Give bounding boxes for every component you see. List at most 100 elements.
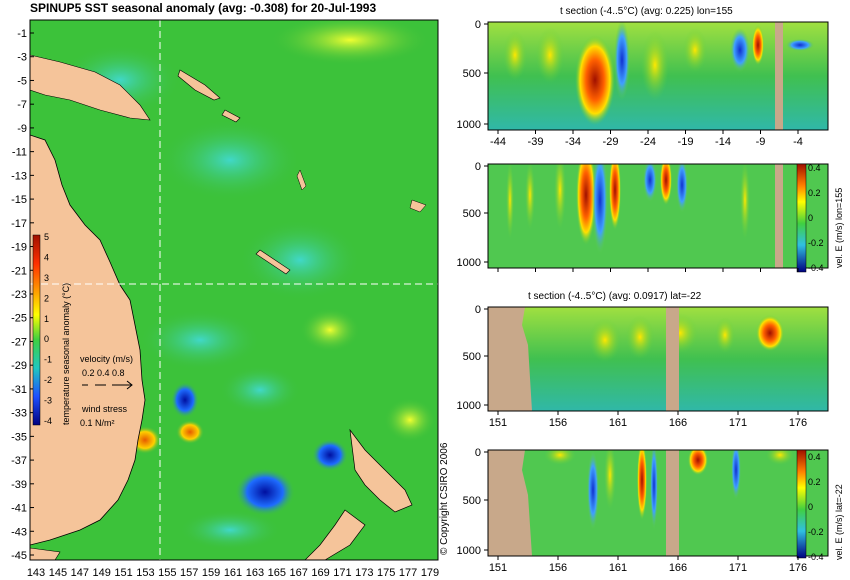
main-ytick-label: -33 (11, 408, 27, 420)
main-ytick-label: -41 (11, 503, 27, 515)
main-ytick-label: -9 (17, 123, 27, 135)
main-ytick-label: -21 (11, 265, 27, 277)
panel1-title: t section (-4..5°C) (avg: 0.225) lon=155 (560, 6, 733, 17)
panel-xtick-label: -4 (793, 274, 803, 275)
wind-legend-label: wind stress (81, 404, 128, 414)
main-colorbar-tick: 4 (44, 252, 49, 262)
panel-ytick-label: 1000 (457, 119, 481, 131)
panel-xtick-label: -4 (793, 136, 803, 148)
panel-xtick-label: -24 (640, 136, 656, 148)
main-xtick-label: 145 (49, 567, 67, 579)
panel-colorbar-tick: 0.4 (808, 163, 821, 173)
main-colorbar-tick: -2 (44, 375, 52, 385)
panel-ytick-label: 1000 (457, 257, 481, 269)
land-papua-new-guinea (30, 54, 151, 121)
panel-ytick-label: 0 (475, 19, 481, 31)
panel-xtick-label: 161 (609, 562, 627, 574)
panel-ytick-label: 1000 (457, 545, 481, 557)
main-ytick-label: -17 (11, 218, 27, 230)
panel-xtick-label: -34 (565, 274, 581, 275)
main-ytick-label: -43 (11, 526, 27, 538)
panel-xtick-label: 176 (789, 562, 807, 574)
main-xtick-label: 171 (333, 567, 351, 579)
panel-colorbar-tick: -0.2 (808, 527, 824, 537)
main-colorbar-label: temperature seasonal anomaly (°C) (61, 283, 71, 425)
panel-xtick-label: 161 (609, 417, 627, 429)
main-xtick-label: 161 (224, 567, 242, 579)
main-colorbar-tick: -1 (44, 355, 52, 365)
panel4-colorbar-label: vel. E (m/s) lat=-22 (834, 484, 844, 560)
velocity-legend-scale: 0.2 0.4 0.8 (82, 368, 125, 378)
main-ytick-label: -45 (11, 550, 27, 562)
main-ytick-label: -23 (11, 289, 27, 301)
panel-colorbar-tick: 0.2 (808, 188, 821, 198)
panel-ytick-label: 0 (475, 304, 481, 316)
panel-xtick-label: -39 (528, 136, 544, 148)
main-colorbar-tick: -4 (44, 416, 52, 426)
main-ytick-label: -3 (17, 52, 27, 64)
main-ytick-label: -7 (17, 99, 27, 111)
panel-xtick-label: -44 (490, 274, 506, 275)
velocity-legend-arrows (82, 380, 133, 390)
main-xtick-label: 175 (377, 567, 395, 579)
main-ytick-label: -39 (11, 479, 27, 491)
panel-colorbar-tick: 0.4 (808, 452, 821, 462)
main-ytick-label: -31 (11, 384, 27, 396)
panel-colorbar-tick: 0.2 (808, 477, 821, 487)
main-ytick-label: -11 (12, 147, 27, 159)
panel-xtick-label: -19 (678, 136, 694, 148)
panel2-colorbar (796, 163, 807, 273)
panel-xtick-label: 166 (669, 562, 687, 574)
panel-ytick-label: 0 (475, 161, 481, 173)
main-xtick-label: 167 (289, 567, 307, 579)
main-ytick-label: -1 (17, 28, 27, 40)
panel-xtick-label: 151 (489, 562, 507, 574)
main-colorbar-tick: 0 (44, 334, 49, 344)
main-colorbar-tick: 2 (44, 293, 49, 303)
panel-colorbar-tick: 0 (808, 502, 813, 512)
main-ytick-label: -27 (11, 336, 27, 348)
main-ytick-label: -37 (11, 455, 27, 467)
main-ytick-label: -19 (11, 242, 27, 254)
wind-legend-scale: 0.1 N/m² (80, 418, 115, 428)
main-colorbar-tick: 1 (44, 314, 49, 324)
land-new-zealand-south (304, 509, 366, 560)
panel-colorbar-tick: -0.2 (808, 238, 824, 248)
panel-ytick-label: 0 (475, 447, 481, 459)
panel1-t-section-lon: 0 500 1000 -44 -39 -34 -29 -24 -19 -14 -9 -4 (457, 19, 829, 148)
main-xtick-label: 179 (421, 567, 439, 579)
main-ytick-label: -35 (11, 431, 27, 443)
panel-ytick-label: 500 (463, 68, 481, 80)
panel-xtick-label: -14 (715, 274, 731, 275)
panel-xtick-label: 166 (669, 417, 687, 429)
panel-colorbar-tick: 0 (808, 213, 813, 223)
main-xtick-label: 151 (114, 567, 132, 579)
panel-xtick-label: 156 (549, 562, 567, 574)
panel-ytick-label: 500 (463, 351, 481, 363)
main-ytick-label: -29 (11, 360, 27, 372)
panel-xtick-label: 171 (729, 562, 747, 574)
main-map-title: SPINUP5 SST seasonal anomaly (avg: -0.30… (30, 1, 377, 15)
velocity-legend-label: velocity (m/s) (80, 354, 133, 364)
main-colorbar (32, 234, 41, 426)
main-ytick-label: -25 (11, 313, 27, 325)
land-new-caledonia (255, 249, 291, 275)
main-xtick-label: 155 (158, 567, 176, 579)
panel4-colorbar (796, 449, 807, 559)
main-xtick-label: 153 (136, 567, 154, 579)
panel-xtick-label: -9 (756, 274, 766, 275)
land-solomon-islands (177, 69, 221, 101)
land-australia (30, 134, 146, 546)
main-xtick-label: 177 (399, 567, 417, 579)
panel-xtick-label: 171 (729, 417, 747, 429)
main-colorbar-tick: -3 (44, 396, 52, 406)
panel2-colorbar-label: vel. E (m/s) lon=155 (834, 188, 844, 268)
panel-xtick-label: -29 (603, 274, 619, 275)
main-xtick-label: 159 (202, 567, 220, 579)
main-ytick-label: -13 (11, 170, 27, 182)
panel-ytick-label: 1000 (457, 400, 481, 412)
panel-xtick-label: -9 (756, 136, 766, 148)
main-map: -1-3-5-7-9-11-13-15-17-19-21-23-25-27-29… (11, 19, 439, 579)
land-new-zealand-north (349, 428, 413, 513)
main-xtick-label: 169 (311, 567, 329, 579)
